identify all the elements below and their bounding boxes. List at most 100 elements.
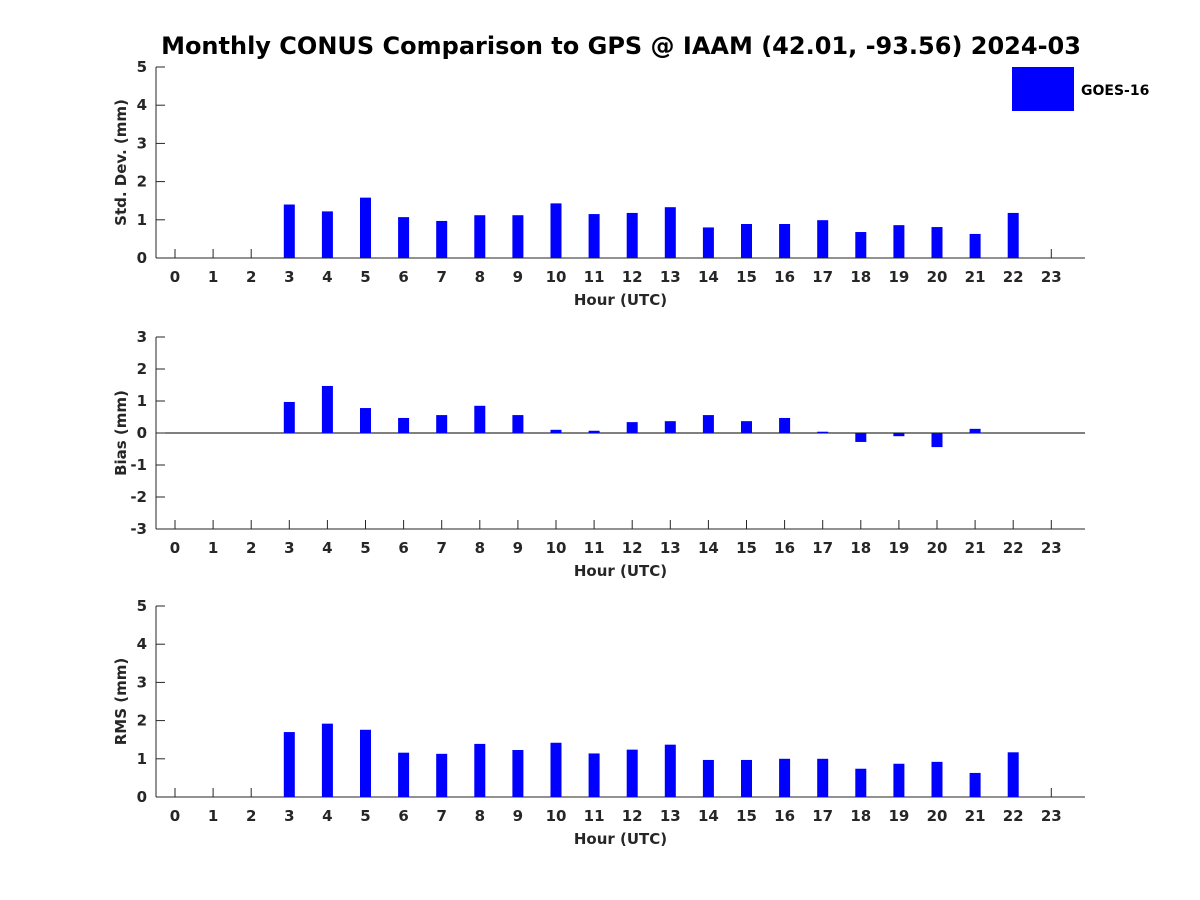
x-tick-label: 1 — [208, 807, 218, 825]
y-tick-label: 3 — [137, 134, 147, 152]
legend-swatch-goes-16 — [1012, 67, 1074, 111]
x-axis-label: Hour (UTC) — [574, 291, 667, 309]
x-tick-label: 5 — [360, 807, 370, 825]
x-tick-label: 12 — [622, 539, 643, 557]
bar-hour-21 — [969, 428, 981, 433]
x-tick-label: 3 — [284, 807, 294, 825]
x-tick-label: 21 — [965, 807, 986, 825]
y-tick-label: 5 — [137, 597, 147, 615]
bar-hour-7 — [436, 415, 448, 433]
bar-hour-4 — [321, 385, 333, 433]
x-tick-label: 3 — [284, 268, 294, 286]
x-tick-label: 22 — [1003, 539, 1024, 557]
x-tick-label: 11 — [584, 268, 605, 286]
bar-hour-11 — [588, 214, 600, 258]
x-tick-label: 21 — [965, 539, 986, 557]
y-tick-label: -2 — [130, 488, 147, 506]
x-tick-label: 1 — [208, 539, 218, 557]
x-tick-label: 0 — [170, 539, 180, 557]
x-tick-label: 14 — [698, 268, 719, 286]
x-tick-label: 3 — [284, 539, 294, 557]
bar-hour-15 — [741, 224, 752, 258]
bar-hour-20 — [931, 227, 943, 258]
x-tick-label: 14 — [698, 807, 719, 825]
x-tick-label: 6 — [398, 268, 408, 286]
bar-hour-16 — [779, 224, 791, 258]
x-tick-label: 8 — [475, 807, 485, 825]
bar-hour-10 — [550, 429, 562, 433]
bar-hour-11 — [588, 430, 600, 433]
x-tick-label: 15 — [736, 807, 757, 825]
x-tick-label: 8 — [475, 268, 485, 286]
x-tick-label: 18 — [850, 268, 871, 286]
bar-hour-13 — [664, 207, 676, 258]
x-tick-label: 15 — [736, 268, 757, 286]
bar-hour-19 — [893, 763, 905, 797]
x-tick-label: 20 — [927, 539, 948, 557]
bar-hour-10 — [550, 742, 562, 797]
x-tick-label: 7 — [436, 268, 446, 286]
x-tick-label: 11 — [584, 807, 605, 825]
y-tick-label: 1 — [137, 392, 147, 410]
x-tick-label: 9 — [513, 807, 523, 825]
bar-hour-21 — [969, 772, 981, 797]
y-tick-label: 1 — [137, 211, 147, 229]
bar-hour-3 — [283, 732, 295, 797]
y-tick-label: 3 — [137, 673, 147, 691]
x-tick-label: 6 — [398, 807, 408, 825]
bar-hour-18 — [855, 768, 867, 797]
x-tick-label: 13 — [660, 807, 681, 825]
bar-hour-19 — [893, 433, 905, 437]
bar-hour-17 — [817, 431, 829, 433]
x-tick-label: 19 — [888, 268, 909, 286]
bar-hour-6 — [398, 217, 410, 258]
x-tick-label: 13 — [660, 539, 681, 557]
x-tick-label: 18 — [850, 539, 871, 557]
x-tick-label: 9 — [513, 539, 523, 557]
bar-hour-14 — [702, 759, 714, 797]
x-tick-label: 9 — [513, 268, 523, 286]
x-tick-label: 20 — [927, 268, 948, 286]
bar-hour-14 — [702, 227, 714, 258]
x-tick-label: 4 — [322, 807, 332, 825]
bar-hour-17 — [817, 220, 829, 258]
x-tick-label: 20 — [927, 807, 948, 825]
y-tick-label: 2 — [137, 712, 147, 730]
x-tick-label: 4 — [322, 268, 332, 286]
y-axis-label: Std. Dev. (mm) — [112, 99, 130, 226]
bar-hour-16 — [779, 758, 791, 797]
x-tick-label: 19 — [888, 539, 909, 557]
bar-hour-9 — [512, 750, 524, 797]
bar-hour-17 — [817, 758, 829, 797]
bar-hour-9 — [512, 415, 524, 433]
bar-hour-12 — [626, 749, 638, 797]
y-tick-label: 0 — [137, 788, 147, 806]
x-tick-label: 17 — [812, 807, 833, 825]
y-tick-label: 0 — [137, 424, 147, 442]
x-tick-label: 16 — [774, 807, 795, 825]
legend: GOES-16 — [1012, 67, 1149, 111]
bar-hour-4 — [321, 211, 333, 258]
bar-hour-10 — [550, 203, 562, 258]
x-tick-label: 16 — [774, 268, 795, 286]
bar-hour-18 — [855, 433, 867, 442]
x-tick-label: 18 — [850, 807, 871, 825]
bar-hour-12 — [626, 422, 638, 433]
bar-hour-11 — [588, 753, 600, 797]
x-tick-label: 14 — [698, 539, 719, 557]
x-tick-label: 6 — [398, 539, 408, 557]
bar-hour-14 — [702, 415, 714, 433]
bar-hour-9 — [512, 215, 524, 258]
bar-hour-20 — [931, 433, 943, 448]
x-tick-label: 1 — [208, 268, 218, 286]
y-tick-label: 3 — [137, 328, 147, 346]
x-tick-label: 4 — [322, 539, 332, 557]
y-axis-label: Bias (mm) — [112, 390, 130, 476]
x-tick-label: 12 — [622, 268, 643, 286]
x-axis-label: Hour (UTC) — [574, 830, 667, 848]
bar-hour-12 — [626, 212, 638, 258]
bar-hour-3 — [283, 401, 295, 433]
